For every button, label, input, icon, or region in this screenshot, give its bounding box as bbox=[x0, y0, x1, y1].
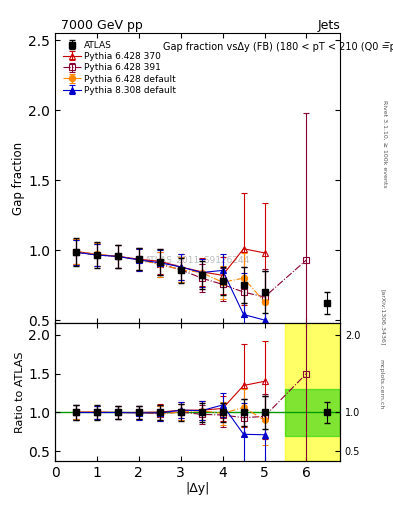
Legend: ATLAS, Pythia 6.428 370, Pythia 6.428 391, Pythia 6.428 default, Pythia 8.308 de: ATLAS, Pythia 6.428 370, Pythia 6.428 39… bbox=[61, 39, 178, 97]
Text: Gap fraction vsΔy (FB) (180 < pT < 210 (Q0 =̅pT̅)): Gap fraction vsΔy (FB) (180 < pT < 210 (… bbox=[163, 42, 393, 52]
Text: Rivet 3.1.10, ≥ 100k events: Rivet 3.1.10, ≥ 100k events bbox=[382, 99, 387, 187]
Text: ATLAS_2011_S9126244: ATLAS_2011_S9126244 bbox=[145, 254, 250, 264]
Y-axis label: Gap fraction: Gap fraction bbox=[13, 141, 26, 215]
Text: mcplots.cern.ch: mcplots.cern.ch bbox=[378, 359, 383, 409]
Bar bbox=[285, 389, 340, 436]
Text: [arXiv:1306.3436]: [arXiv:1306.3436] bbox=[381, 289, 386, 346]
Text: 7000 GeV pp: 7000 GeV pp bbox=[61, 19, 143, 32]
Bar bbox=[285, 323, 340, 461]
Text: Jets: Jets bbox=[317, 19, 340, 32]
X-axis label: |Δy|: |Δy| bbox=[185, 482, 210, 496]
Y-axis label: Ratio to ATLAS: Ratio to ATLAS bbox=[15, 351, 26, 433]
